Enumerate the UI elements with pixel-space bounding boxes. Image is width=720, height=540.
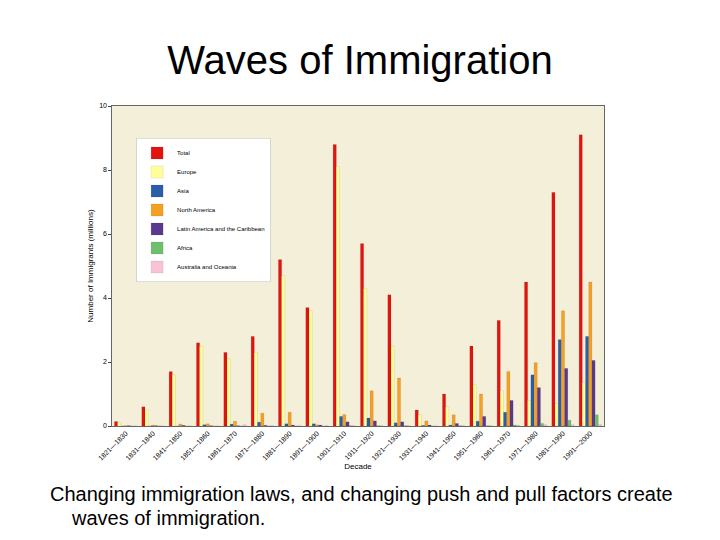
svg-text:1851—1860: 1851—1860 — [179, 430, 211, 462]
svg-text:1981—1990: 1981—1990 — [534, 430, 566, 462]
svg-text:10: 10 — [99, 102, 107, 109]
svg-text:Number of Immigrants (millions: Number of Immigrants (millions) — [86, 209, 95, 323]
html-text:Waves of Immigration: Waves of Immigration — [167, 38, 553, 82]
svg-text:1931—1940: 1931—1940 — [398, 430, 430, 462]
svg-text:Africa: Africa — [177, 245, 193, 251]
svg-text:1891—1900: 1891—1900 — [288, 430, 320, 462]
svg-text:1971—1980: 1971—1980 — [507, 430, 539, 462]
svg-text:1991—2000: 1991—2000 — [562, 430, 594, 462]
svg-text:1861—1870: 1861—1870 — [206, 430, 238, 462]
svg-text:1921—1930: 1921—1930 — [370, 430, 402, 462]
svg-text:Australia and Oceania: Australia and Oceania — [177, 264, 237, 270]
svg-text:8: 8 — [103, 166, 107, 173]
svg-text:Asia: Asia — [177, 188, 189, 194]
svg-text:Decade: Decade — [344, 462, 372, 471]
svg-text:6: 6 — [103, 230, 107, 237]
svg-text:1831—1840: 1831—1840 — [124, 430, 156, 462]
svg-text:1941—1950: 1941—1950 — [425, 430, 457, 462]
svg-text:1901—1910: 1901—1910 — [316, 430, 348, 462]
svg-text:Total: Total — [177, 150, 190, 156]
svg-text:1951—1960: 1951—1960 — [452, 430, 484, 462]
svg-text:1871—1880: 1871—1880 — [234, 430, 266, 462]
svg-text:4: 4 — [103, 294, 107, 301]
svg-text:2: 2 — [103, 358, 107, 365]
svg-text:Latin America and the Caribbea: Latin America and the Caribbean — [177, 226, 264, 232]
html-text:Changing immigration laws, and: Changing immigration laws, and changing … — [50, 483, 673, 529]
svg-text:North America: North America — [177, 207, 216, 213]
svg-text:1911—1920: 1911—1920 — [343, 430, 375, 462]
svg-text:1841—1850: 1841—1850 — [152, 430, 184, 462]
svg-text:1961—1970: 1961—1970 — [480, 430, 512, 462]
svg-text:1881—1890: 1881—1890 — [261, 430, 293, 462]
svg-text:Europe: Europe — [177, 169, 197, 175]
svg-text:0: 0 — [103, 422, 107, 429]
svg-text:1821—1830: 1821—1830 — [97, 430, 129, 462]
